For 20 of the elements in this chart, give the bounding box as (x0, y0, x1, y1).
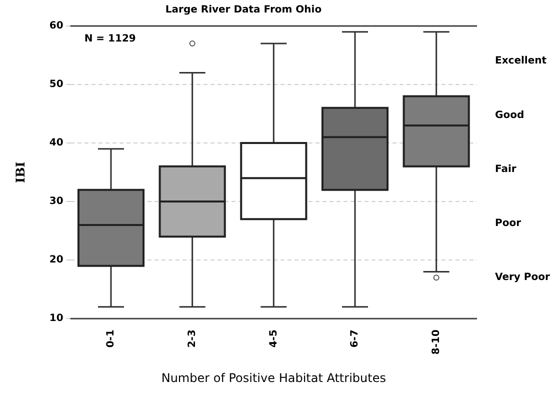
y-axis-title: IBI (13, 161, 28, 183)
x-tick-label: 2-3 (186, 330, 198, 348)
x-tick-label: 0-1 (106, 330, 117, 348)
annotation: N = 1129 (84, 34, 136, 45)
text: Good (495, 110, 524, 121)
y-tick-label: 10 (49, 313, 64, 324)
chart-title: Large River Data From Ohio (165, 4, 322, 16)
text: Very Poor (495, 272, 550, 284)
x-axis-title: Number of Positive Habitat Attributes (161, 370, 386, 385)
y-tick-label: 30 (49, 196, 64, 208)
x-tick-label: 4-5 (268, 330, 280, 348)
x-tick-label: 8-10 (430, 330, 442, 355)
x-tick-label: 6-7 (350, 330, 361, 348)
text: Poor (495, 218, 522, 230)
y-tick-label: 40 (49, 138, 64, 149)
text: Excellent (495, 56, 547, 67)
y-tick-label: 60 (49, 20, 64, 32)
text: Fair (495, 164, 516, 175)
y-tick-label: 20 (49, 254, 64, 266)
y-tick-label: 50 (49, 79, 64, 90)
